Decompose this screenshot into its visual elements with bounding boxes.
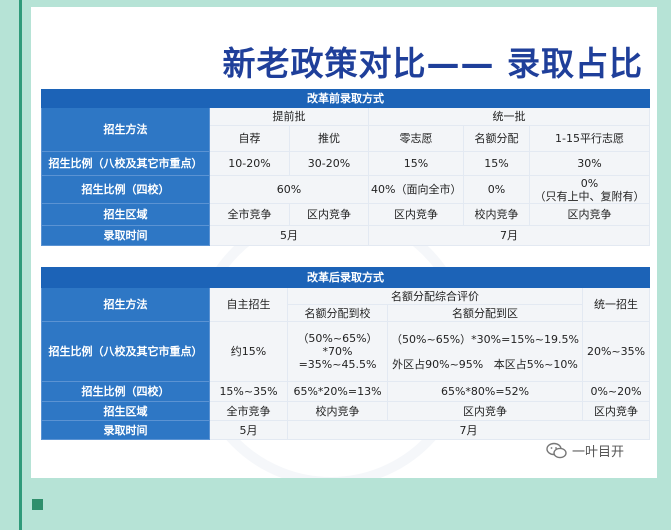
table-cell: 15% bbox=[368, 151, 464, 176]
old-col-self: 自荐 bbox=[209, 125, 290, 152]
wechat-icon bbox=[546, 442, 568, 460]
table-cell: 0%~20% bbox=[581, 381, 651, 402]
old-col-quota: 名额分配 bbox=[463, 125, 530, 152]
old-group-early: 提前批 bbox=[209, 107, 369, 126]
policy-image: 新老政策对比—— 录取占比 改革前录取方式 招生方法 提前批 统一批 自荐 推优… bbox=[31, 7, 657, 478]
table-cell: 5月 bbox=[209, 225, 369, 246]
new-policy-table: 改革后录取方式 招生方法 自主招生 名额分配综合评价 统一招生 名额分配到校 名… bbox=[40, 267, 651, 440]
old-time-label: 录取时间 bbox=[41, 225, 210, 246]
cell-line: =35%~45.5% bbox=[298, 358, 377, 371]
table-row: 改革后录取方式 bbox=[40, 267, 651, 288]
new-time-label: 录取时间 bbox=[41, 420, 210, 440]
bullet-square bbox=[32, 499, 43, 510]
table-cell: （50%~65%）*30%=15%~19.5% 外区占90%~95% 本区占5%… bbox=[387, 321, 583, 382]
cell-line: 外区占90%~95% 本区占5%~10% bbox=[392, 357, 578, 371]
table-row: 招生比例（八校及其它市重点） 约15% （50%~65%） *70% =35%~… bbox=[41, 321, 651, 382]
table-cell: 60% bbox=[209, 175, 369, 204]
new-area-label: 招生区域 bbox=[41, 401, 210, 421]
old-group-unified: 统一批 bbox=[367, 107, 651, 126]
old-ratio-four-label: 招生比例（四校） bbox=[41, 175, 210, 204]
table-row: 招生方法 自主招生 名额分配综合评价 统一招生 bbox=[41, 287, 651, 322]
table-cell: 区内竞争 bbox=[528, 203, 651, 226]
table-row: 录取时间 5月 7月 bbox=[41, 420, 651, 440]
table-cell: 约15% bbox=[209, 321, 288, 382]
table-cell: 5月 bbox=[209, 420, 288, 440]
table-cell: 40%（面向全市） bbox=[368, 175, 464, 204]
table-cell: 校内竞争 bbox=[463, 203, 530, 226]
table-cell: 30-20% bbox=[289, 151, 369, 176]
table-cell: 区内竞争 bbox=[368, 203, 464, 226]
table-row: 改革前录取方式 bbox=[40, 89, 651, 108]
table-row: 招生区域 全市竞争 区内竞争 区内竞争 校内竞争 区内竞争 bbox=[41, 203, 651, 226]
table-cell: 20%~35% bbox=[581, 321, 651, 382]
table-cell: 区内竞争 bbox=[387, 401, 583, 421]
table-cell: 0% （只有上中、复附有） bbox=[528, 175, 651, 204]
page-title: 新老政策对比—— 录取占比 bbox=[222, 44, 643, 83]
cell-line: （50%~65%） bbox=[297, 332, 378, 345]
new-ratio-key-label: 招生比例（八校及其它市重点） bbox=[41, 321, 210, 382]
table-row: 录取时间 5月 7月 bbox=[41, 225, 651, 246]
cell-line: 0% bbox=[580, 176, 599, 190]
old-policy-table: 改革前录取方式 招生方法 提前批 统一批 自荐 推优 零志愿 名额分配 1-15… bbox=[40, 89, 651, 246]
cell-line: （50%~65%）*30%=15%~19.5% bbox=[391, 332, 579, 346]
left-accent-bar bbox=[19, 0, 22, 530]
table-cell: 30% bbox=[528, 151, 651, 176]
table-cell: 15%~35% bbox=[209, 381, 288, 402]
old-method-label: 招生方法 bbox=[41, 107, 210, 152]
old-col-parallel: 1-15平行志愿 bbox=[528, 125, 651, 152]
account-name: 一叶目开 bbox=[572, 445, 625, 460]
new-band-title: 改革后录取方式 bbox=[40, 267, 651, 288]
table-cell: 10-20% bbox=[209, 151, 290, 176]
table-row: 招生比例（四校） 15%~35% 65%*20%=13% 65%*80%=52%… bbox=[41, 381, 651, 402]
table-cell: 全市竞争 bbox=[209, 203, 290, 226]
table-cell: 校内竞争 bbox=[287, 401, 388, 421]
old-col-recommend: 推优 bbox=[289, 125, 369, 152]
old-area-label: 招生区域 bbox=[41, 203, 210, 226]
table-row: 招生比例（四校） 60% 40%（面向全市） 0% 0% （只有上中、复附有） bbox=[41, 175, 651, 204]
table-cell: 65%*20%=13% bbox=[287, 381, 388, 402]
table-cell: 区内竞争 bbox=[581, 401, 651, 421]
table-cell: 0% bbox=[463, 175, 530, 204]
cell-line: （只有上中、复附有） bbox=[534, 189, 645, 203]
new-col-to-school: 名额分配到校 bbox=[287, 304, 388, 322]
cell-line: *70% bbox=[322, 345, 353, 358]
new-quota-group: 名额分配综合评价 bbox=[287, 287, 583, 305]
table-row: 招生区域 全市竞争 校内竞争 区内竞争 区内竞争 bbox=[41, 401, 651, 421]
old-ratio-key-label: 招生比例（八校及其它市重点） bbox=[41, 151, 210, 176]
table-row: 招生方法 提前批 统一批 bbox=[41, 107, 651, 152]
old-band-title: 改革前录取方式 bbox=[40, 89, 651, 108]
table-cell: 区内竞争 bbox=[289, 203, 369, 226]
table-cell: 7月 bbox=[367, 225, 651, 246]
new-method-label: 招生方法 bbox=[41, 287, 210, 322]
old-col-zero: 零志愿 bbox=[368, 125, 464, 152]
new-col-self: 自主招生 bbox=[209, 287, 288, 322]
table-row: 招生比例（八校及其它市重点） 10-20% 30-20% 15% 15% 30% bbox=[41, 151, 651, 176]
table-cell: 15% bbox=[463, 151, 530, 176]
table-cell: 全市竞争 bbox=[209, 401, 288, 421]
new-ratio-four-label: 招生比例（四校） bbox=[41, 381, 210, 402]
table-cell: 65%*80%=52% bbox=[387, 381, 583, 402]
new-col-unified: 统一招生 bbox=[581, 287, 651, 322]
table-cell: （50%~65%） *70% =35%~45.5% bbox=[287, 321, 388, 382]
account-watermark: 一叶目开 bbox=[546, 441, 624, 460]
new-col-to-district: 名额分配到区 bbox=[387, 304, 583, 322]
table-cell: 7月 bbox=[286, 420, 651, 440]
table-row: 名额分配到校 名额分配到区 bbox=[42, 304, 650, 322]
